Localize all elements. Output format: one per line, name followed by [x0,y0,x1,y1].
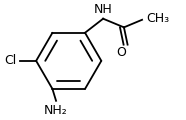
Text: O: O [116,46,126,59]
Text: CH₃: CH₃ [147,12,170,25]
Text: NH₂: NH₂ [44,104,68,117]
Text: NH: NH [94,3,113,16]
Text: Cl: Cl [4,54,16,67]
